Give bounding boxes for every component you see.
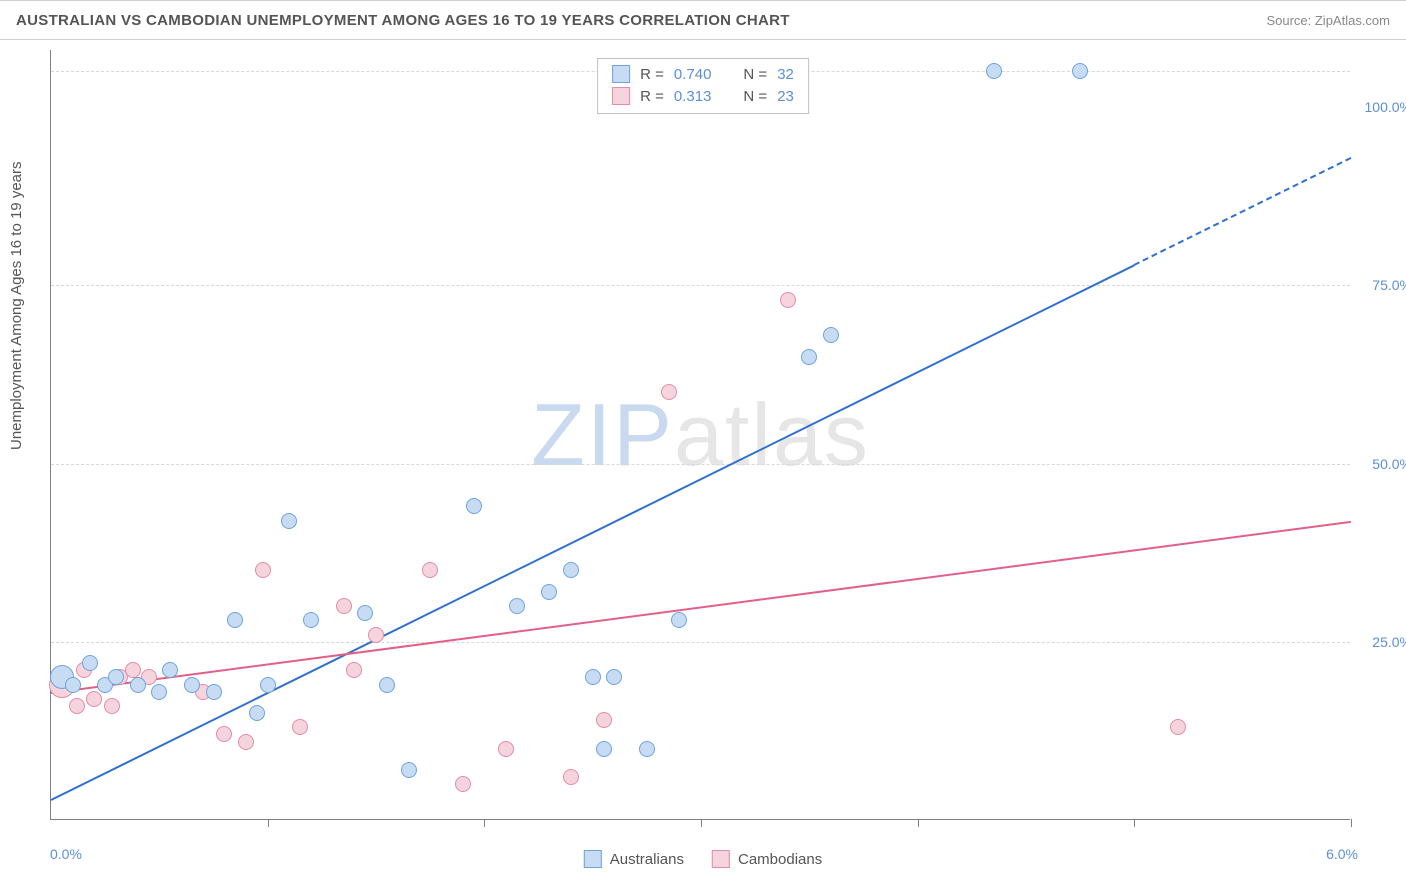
data-point: [585, 669, 601, 685]
x-tick: [484, 819, 485, 827]
legend-swatch-cambodians: [712, 850, 730, 868]
data-point: [563, 562, 579, 578]
y-tick-label: 75.0%: [1372, 277, 1406, 293]
data-point: [86, 691, 102, 707]
source-link[interactable]: ZipAtlas.com: [1315, 13, 1390, 28]
n-label-1: N =: [743, 88, 767, 105]
data-point: [281, 513, 297, 529]
data-point: [422, 562, 438, 578]
data-point: [206, 684, 222, 700]
data-point: [606, 669, 622, 685]
data-point: [162, 662, 178, 678]
y-axis-label: Unemployment Among Ages 16 to 19 years: [8, 161, 25, 450]
r-value-0: 0.740: [674, 66, 712, 83]
watermark-part1: ZIP: [531, 385, 674, 484]
n-label-0: N =: [743, 66, 767, 83]
data-point: [260, 677, 276, 693]
data-point: [238, 734, 254, 750]
data-point: [249, 705, 265, 721]
data-point: [563, 769, 579, 785]
source-prefix: Source:: [1266, 13, 1314, 28]
grid-line: [51, 285, 1350, 286]
series-legend: Australians Cambodians: [584, 850, 822, 868]
data-point: [986, 63, 1002, 79]
data-point: [65, 677, 81, 693]
r-label-0: R =: [640, 66, 664, 83]
grid-line: [51, 464, 1350, 465]
y-tick-label: 100.0%: [1365, 99, 1406, 115]
swatch-australians: [612, 65, 630, 83]
data-point: [227, 612, 243, 628]
legend-item-cambodians: Cambodians: [712, 850, 822, 868]
data-point: [184, 677, 200, 693]
data-point: [303, 612, 319, 628]
legend-item-australians: Australians: [584, 850, 684, 868]
data-point: [151, 684, 167, 700]
data-point: [336, 598, 352, 614]
data-point: [1072, 63, 1088, 79]
x-tick: [1351, 819, 1352, 827]
data-point: [661, 384, 677, 400]
data-point: [130, 677, 146, 693]
watermark-part2: atlas: [674, 385, 870, 484]
data-point: [509, 598, 525, 614]
trend-line: [51, 521, 1351, 694]
trend-line: [51, 264, 1135, 801]
data-point: [1170, 719, 1186, 735]
x-tick: [1134, 819, 1135, 827]
data-point: [801, 349, 817, 365]
data-point: [357, 605, 373, 621]
data-point: [455, 776, 471, 792]
n-value-0: 32: [777, 66, 794, 83]
x-axis-max-label: 6.0%: [1326, 846, 1358, 862]
data-point: [639, 741, 655, 757]
y-tick-label: 25.0%: [1372, 634, 1406, 650]
stats-row-australians: R = 0.740 N = 32: [612, 63, 794, 85]
x-axis-min-label: 0.0%: [50, 846, 82, 862]
watermark: ZIPatlas: [531, 384, 870, 486]
stats-row-cambodians: R = 0.313 N = 23: [612, 85, 794, 107]
scatter-plot-area: ZIPatlas 25.0%50.0%75.0%100.0%: [50, 50, 1350, 820]
x-tick: [701, 819, 702, 827]
source-attribution: Source: ZipAtlas.com: [1266, 13, 1390, 28]
r-label-1: R =: [640, 88, 664, 105]
data-point: [104, 698, 120, 714]
x-tick: [918, 819, 919, 827]
data-point: [596, 741, 612, 757]
swatch-cambodians: [612, 87, 630, 105]
n-value-1: 23: [777, 88, 794, 105]
trend-line: [1134, 157, 1352, 266]
y-tick-label: 50.0%: [1372, 456, 1406, 472]
data-point: [216, 726, 232, 742]
chart-title: AUSTRALIAN VS CAMBODIAN UNEMPLOYMENT AMO…: [16, 12, 790, 29]
data-point: [466, 498, 482, 514]
data-point: [82, 655, 98, 671]
correlation-stats-box: R = 0.740 N = 32 R = 0.313 N = 23: [597, 58, 809, 114]
data-point: [541, 584, 557, 600]
data-point: [823, 327, 839, 343]
data-point: [401, 762, 417, 778]
data-point: [379, 677, 395, 693]
legend-label-cambodians: Cambodians: [738, 851, 822, 868]
grid-line: [51, 642, 1350, 643]
legend-swatch-australians: [584, 850, 602, 868]
data-point: [255, 562, 271, 578]
data-point: [671, 612, 687, 628]
data-point: [780, 292, 796, 308]
header-bar: AUSTRALIAN VS CAMBODIAN UNEMPLOYMENT AMO…: [0, 0, 1406, 40]
data-point: [596, 712, 612, 728]
data-point: [498, 741, 514, 757]
x-tick: [268, 819, 269, 827]
data-point: [69, 698, 85, 714]
r-value-1: 0.313: [674, 88, 712, 105]
data-point: [108, 669, 124, 685]
data-point: [292, 719, 308, 735]
data-point: [346, 662, 362, 678]
data-point: [368, 627, 384, 643]
legend-label-australians: Australians: [610, 851, 684, 868]
